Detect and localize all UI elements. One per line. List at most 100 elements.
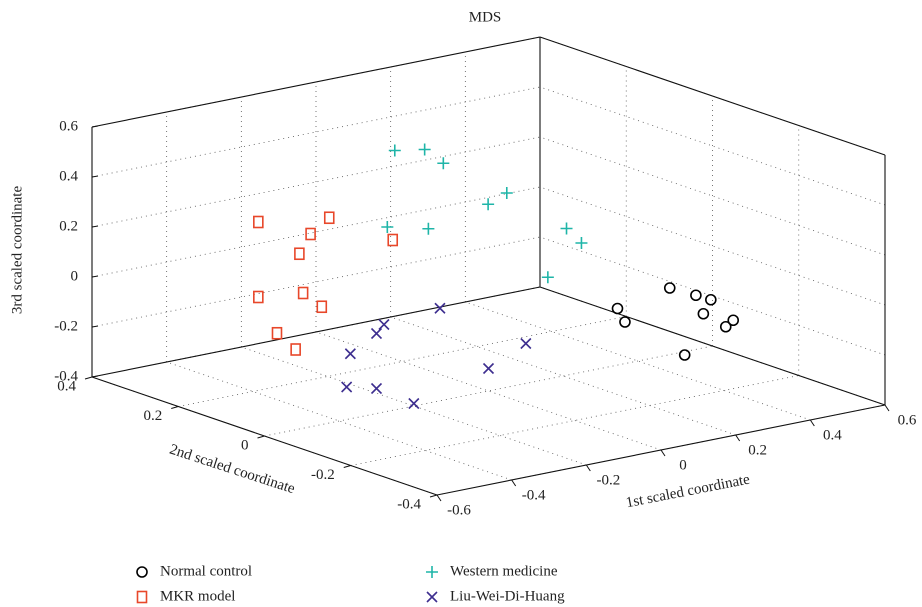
point <box>388 144 401 157</box>
x-tick-label: -0.2 <box>596 472 620 488</box>
x-tick <box>884 404 890 412</box>
point <box>344 348 356 360</box>
axis-box <box>91 36 886 496</box>
y-axis-label: 2nd scaled coordinate <box>168 442 298 498</box>
point <box>271 326 283 340</box>
z-tick <box>91 325 99 328</box>
point <box>290 343 301 356</box>
point <box>690 289 702 302</box>
z-tick-label: 0.4 <box>59 168 78 184</box>
point <box>437 157 450 170</box>
point <box>560 222 573 235</box>
y-tick <box>257 435 265 439</box>
x-tick-label: 0.2 <box>748 442 767 458</box>
point <box>482 198 495 211</box>
point <box>253 290 264 304</box>
point <box>520 337 532 350</box>
grid-line <box>91 36 886 156</box>
x-tick-label: 0.6 <box>898 412 917 428</box>
point <box>697 307 710 320</box>
grid-line <box>91 286 886 406</box>
y-tick-label: -0.2 <box>311 467 335 483</box>
z-tick <box>91 375 99 378</box>
point <box>381 221 394 233</box>
point <box>705 293 717 306</box>
x-tick <box>585 464 591 472</box>
chart-title: MDS <box>469 9 502 25</box>
y-tick <box>171 406 179 409</box>
y-tick <box>343 465 351 468</box>
point <box>541 271 554 284</box>
legend-marker <box>136 590 148 604</box>
point <box>323 211 335 225</box>
y-tick-label: 0.2 <box>144 408 163 424</box>
point <box>500 187 513 199</box>
point <box>418 143 431 156</box>
grid-line <box>91 236 886 356</box>
point <box>482 362 495 375</box>
point <box>727 314 740 327</box>
grid-line <box>91 127 438 496</box>
point <box>387 233 399 247</box>
z-tick-label: -0.2 <box>54 318 78 334</box>
point <box>619 316 631 328</box>
point <box>370 327 383 340</box>
point <box>305 227 316 241</box>
z-tick <box>91 225 99 228</box>
z-axis-label: 3rd scaled coordinate <box>9 186 25 315</box>
point <box>719 320 732 333</box>
grid-line <box>436 155 886 496</box>
point <box>422 222 435 235</box>
x-tick-label: -0.4 <box>522 487 546 503</box>
z-tick-label: 0.6 <box>59 118 78 134</box>
legend-marker <box>136 566 148 578</box>
point <box>341 381 353 393</box>
x-tick <box>511 479 517 487</box>
grid-line <box>350 125 800 466</box>
y-tick-label: 0.4 <box>57 378 76 394</box>
point <box>678 349 691 361</box>
x-tick <box>660 449 666 457</box>
y-tick-label: 0 <box>241 437 249 453</box>
legend-label: MKR model <box>160 588 235 604</box>
point <box>434 302 446 314</box>
y-tick <box>84 376 93 380</box>
grid-line <box>178 66 627 407</box>
x-axis-label: 1st scaled coordinate <box>625 472 752 512</box>
point <box>316 300 328 314</box>
point <box>663 282 676 294</box>
x-tick <box>809 419 815 427</box>
grid-line <box>264 96 713 437</box>
grid-line <box>91 136 886 256</box>
legend-label: Liu-Wei-Di-Huang <box>450 588 565 604</box>
legend-marker <box>426 566 438 578</box>
point <box>408 397 420 410</box>
grid-line <box>464 52 811 421</box>
y-tick-label: -0.4 <box>397 496 421 512</box>
legend-label: Normal control <box>160 563 252 579</box>
grid-line <box>166 112 512 481</box>
x-tick-label: -0.6 <box>447 502 471 518</box>
x-tick <box>436 494 442 502</box>
z-tick <box>91 275 99 278</box>
z-tick-label: 0 <box>71 268 79 284</box>
point <box>294 247 305 261</box>
grid-line <box>240 97 587 466</box>
grid-line <box>390 67 736 436</box>
x-tick-label: 0 <box>679 457 687 473</box>
z-tick-label: -0.4 <box>54 368 78 384</box>
x-tick <box>735 434 741 442</box>
z-tick-label: 0.2 <box>59 218 78 234</box>
point <box>370 382 383 395</box>
z-tick <box>91 125 99 128</box>
x-tick-label: 0.4 <box>823 427 842 443</box>
z-tick <box>91 175 99 178</box>
point <box>378 318 390 331</box>
y-tick <box>429 494 438 498</box>
grid-line <box>91 86 886 206</box>
point <box>611 302 624 315</box>
legend-marker <box>426 591 438 603</box>
point <box>575 237 588 249</box>
legend-label: Western medicine <box>450 563 558 579</box>
